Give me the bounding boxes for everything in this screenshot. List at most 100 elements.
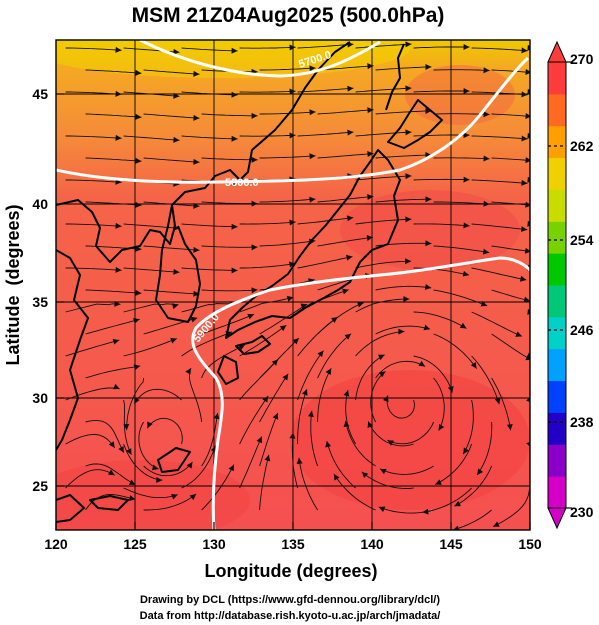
arrow-icon [405,173,412,180]
arrow-icon [425,152,432,159]
streamline [123,338,177,357]
arrow-icon [193,158,200,165]
streamline [201,464,235,511]
arrow-icon [289,219,296,226]
streamline [123,443,163,481]
arrow-icon [135,69,142,76]
streamline [239,296,294,313]
x-tick-labels: 120 125 130 135 140 145 150 [44,536,542,552]
arrow-icon [524,247,530,254]
arrow-icon [264,454,271,462]
streamline [201,113,258,117]
arrow-icon [463,132,470,139]
streamline [85,201,142,206]
streamline [355,218,412,225]
streamline [259,303,308,335]
arrow-icon [380,468,387,475]
x-tick-label: 150 [518,536,542,552]
arrow-icon [210,445,217,453]
arrow-icon [189,494,197,501]
arrow-icon [128,479,136,485]
arrow-icon [483,111,490,118]
colorbar-tick-label: 254 [570,232,594,248]
colorbar-frame [547,61,567,509]
streamline [433,245,490,254]
streamline [375,285,432,291]
streamline [85,365,141,379]
arrow-icon [296,457,303,464]
colorbar: 270 262 254 246 238 230 [547,40,594,530]
arrow-icon [228,464,234,472]
colorbar-tick-label: 262 [570,138,594,154]
streamline [85,463,136,486]
arrow-icon [309,65,316,72]
arrow-icon [193,202,200,209]
arrow-icon [527,132,530,139]
streamline [297,256,353,269]
streamline [181,223,238,228]
arrow-icon [325,368,332,375]
arrow-icon [526,396,530,403]
arrow-icon [463,222,470,229]
arrow-icon [125,448,132,455]
streamline [317,153,374,159]
arrow-icon [347,129,354,136]
x-tick-label: 145 [439,536,463,552]
streamline [491,69,528,73]
streamline [456,509,492,530]
streamline [355,175,412,181]
streamline [123,223,180,229]
streamline [462,399,474,455]
arrow-icon [309,109,316,116]
arrow-icon [279,325,287,332]
arrow-icon [112,383,120,390]
arrow-icon [173,268,180,275]
arrow-icon [186,462,193,469]
streamline [259,373,289,423]
arrow-icon [133,364,141,371]
streamline [138,421,159,470]
streamline [413,267,470,276]
streamline [123,135,180,141]
arrow-icon [135,289,142,296]
arrow-icon [521,47,528,54]
arrow-icon [135,201,142,208]
streamline [345,420,376,467]
colorbar-cell [548,125,566,159]
streamline [491,377,512,431]
arrow-icon [405,41,412,48]
arrow-icon [462,270,470,277]
arrow-icon [193,114,200,121]
arrow-icon [346,254,353,261]
credits: Drawing by DCL (https://www.gfd-dennou.o… [140,594,441,622]
arrow-icon [344,333,352,340]
arrow-icon [463,43,470,50]
arrow-icon [519,275,527,282]
colorbar-cell [548,221,566,254]
streamline [201,412,219,467]
streamline [147,417,183,445]
arrow-icon [425,64,432,71]
arrow-icon [333,473,340,481]
streamline [181,91,238,96]
arrow-icon [173,92,180,99]
streamline [188,367,203,423]
streamline [413,46,470,49]
arrow-icon [470,361,477,369]
streamline [386,395,415,419]
arrow-icon [483,67,490,74]
axis-ticks [55,93,531,530]
arrow-icon [135,113,142,120]
streamline-arrows [108,41,530,530]
streamline [85,318,140,335]
colorbar-cell [548,93,566,127]
streamline [361,471,414,489]
arrow-icon [347,85,354,92]
streamline [201,245,258,248]
colorbar-top-triangle [547,40,567,63]
streamline [297,350,324,401]
contour-label-5800: 5800.0 [225,177,259,189]
arrow-icon [115,90,122,97]
streamline [123,303,179,313]
